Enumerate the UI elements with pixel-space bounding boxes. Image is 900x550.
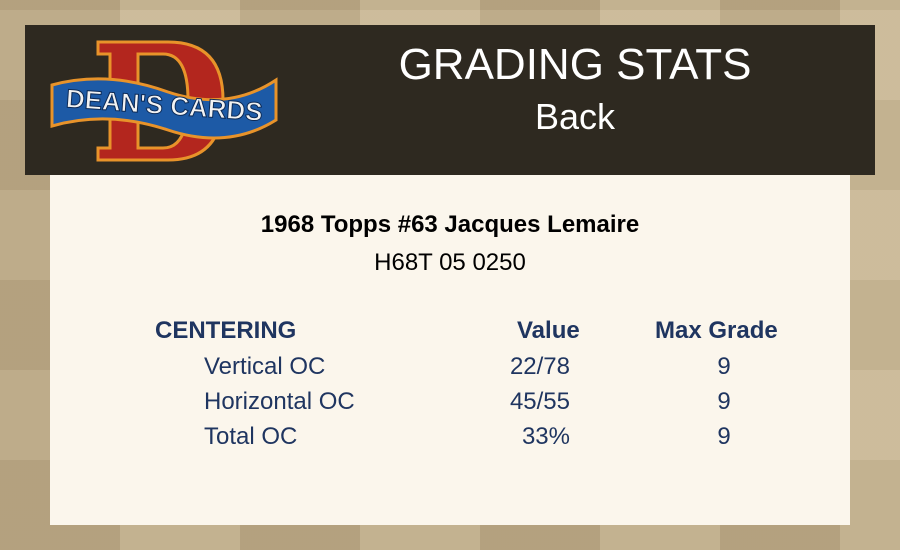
stats-panel [50,175,850,525]
row-label: Vertical OC [204,353,326,380]
row-max-grade: 9 [717,388,731,415]
card-id: H68T 05 0250 [374,249,526,276]
row-value: 45/55 [509,388,570,415]
card-title: 1968 Topps #63 Jacques Lemaire [260,211,640,238]
row-max-grade: 9 [717,423,731,450]
row-label: Horizontal OC [204,388,355,415]
column-header-max-grade: Max Grade [655,317,778,344]
row-max-grade: 9 [717,353,731,380]
row-value: 22/78 [509,353,570,380]
page-subtitle: Back [534,96,616,137]
page-title: GRADING STATS [398,40,752,89]
row-value: 33% [521,423,570,450]
column-header-value: Value [517,317,580,344]
deans-cards-logo: DEAN'S CARDS [50,40,278,162]
row-label: Total OC [204,423,298,450]
section-header: CENTERING [155,317,297,344]
